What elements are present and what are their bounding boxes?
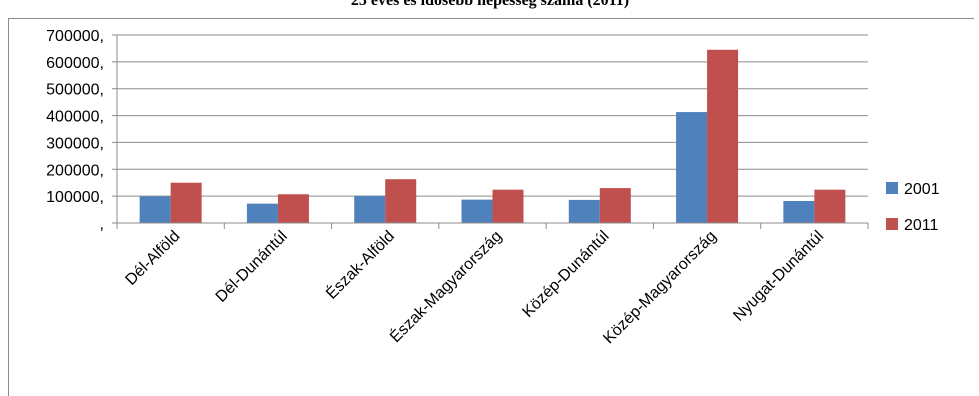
legend-swatch-2011 xyxy=(886,218,898,230)
bar-2001 xyxy=(676,112,708,223)
x-tick-labels: Dél-Alföld Dél-Dunántúl Észak-AlföldÉszak-… xyxy=(122,226,827,347)
y-tick-label: 700000, xyxy=(46,28,104,45)
x-tick-label: Közép-Dunántúl xyxy=(519,228,612,321)
axes xyxy=(112,34,869,229)
bar-2001 xyxy=(246,203,278,223)
bar-2011 xyxy=(492,189,524,223)
y-tick-label: 300000, xyxy=(46,135,104,152)
x-tick-label: Közép-Magyarország xyxy=(600,228,720,348)
x-tick-label: Észak-Magyarország xyxy=(386,226,506,346)
y-tick-label: 200000, xyxy=(46,162,104,179)
chart-frame xyxy=(8,18,974,396)
y-tick-labels: , 100000, 200000, 300000, 400000, 500000, 6000… xyxy=(46,28,104,233)
bar-2001 xyxy=(139,196,171,223)
bar-2011 xyxy=(385,179,417,223)
x-tick-label: Dél-Dunántúl xyxy=(213,228,291,306)
y-tick-label: 600000, xyxy=(46,55,104,72)
legend-swatch-2001 xyxy=(886,182,898,194)
bar-2001 xyxy=(461,199,493,223)
grid-lines xyxy=(117,34,868,197)
y-tick-label: 400000, xyxy=(46,109,104,126)
bars xyxy=(139,49,846,224)
bar-2011 xyxy=(599,188,631,223)
bar-2001 xyxy=(568,199,600,223)
x-tick-label: Dél-Alföld xyxy=(122,228,183,289)
bar-2011 xyxy=(707,49,739,224)
x-tick-label: Észak-Alföld xyxy=(322,226,398,302)
y-tick-label: 500000, xyxy=(46,82,104,99)
legend-label: 2001 xyxy=(904,181,940,198)
bar-2011 xyxy=(814,189,846,223)
bar-2011 xyxy=(277,194,309,223)
y-tick-label: , xyxy=(100,216,104,233)
x-tick-label: Nyugat-Dunántúl xyxy=(730,228,827,325)
chart-title: 25 éves és idősebb népesség száma (2011) xyxy=(351,0,629,9)
legend-label: 2011 xyxy=(904,217,939,234)
bar-2011 xyxy=(170,182,202,223)
legend: 2001 2011 xyxy=(886,181,940,234)
bar-2001 xyxy=(354,195,386,223)
y-tick-label: 100000, xyxy=(46,189,104,206)
bar-2001 xyxy=(783,200,815,223)
